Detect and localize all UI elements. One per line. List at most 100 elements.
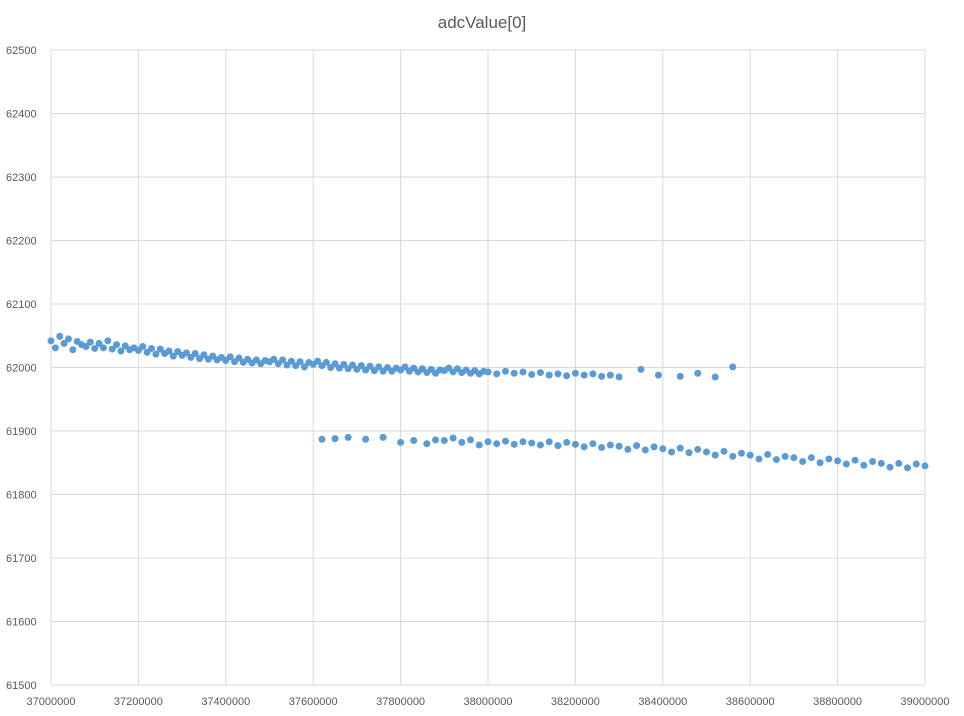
data-point (676, 372, 684, 380)
data-point (82, 343, 90, 351)
data-point (825, 455, 833, 463)
data-point (510, 440, 518, 448)
data-point (501, 367, 509, 375)
y-tick-label: 62500 (6, 45, 37, 57)
data-point (449, 434, 457, 442)
data-points (47, 332, 929, 472)
x-tick-label: 38800000 (813, 696, 862, 708)
y-tick-label: 61900 (6, 426, 37, 438)
data-point (764, 450, 772, 458)
data-point (362, 435, 370, 443)
data-point (694, 445, 702, 453)
data-point (235, 354, 243, 362)
data-point (746, 451, 754, 459)
data-point (99, 344, 107, 352)
data-point (349, 361, 357, 369)
x-tick-label: 37200000 (114, 696, 163, 708)
data-point (287, 357, 295, 365)
data-point (270, 355, 278, 363)
data-point (851, 456, 859, 464)
x-tick-label: 38400000 (638, 696, 687, 708)
data-point (484, 368, 492, 376)
data-point (641, 446, 649, 454)
data-point (571, 369, 579, 377)
data-point (869, 457, 877, 465)
data-point (69, 346, 77, 354)
data-point (314, 357, 322, 365)
data-point (91, 344, 99, 352)
data-point (589, 370, 597, 378)
data-point (493, 370, 501, 378)
data-point (755, 455, 763, 463)
data-point (279, 356, 287, 364)
data-point (165, 347, 173, 355)
y-tick-label: 62000 (6, 363, 37, 375)
data-point (904, 464, 912, 472)
data-point (860, 461, 868, 469)
data-point (423, 440, 431, 448)
data-point (375, 363, 383, 371)
data-point (64, 335, 72, 343)
data-point (589, 440, 597, 448)
data-point (598, 444, 606, 452)
data-point (156, 345, 164, 353)
data-point (458, 438, 466, 446)
data-point (650, 443, 658, 451)
data-point (104, 337, 112, 345)
data-point (501, 437, 509, 445)
data-point (606, 371, 614, 379)
data-point (895, 459, 903, 467)
data-point (685, 449, 693, 457)
data-point (563, 372, 571, 380)
data-point (357, 362, 365, 370)
data-point (711, 451, 719, 459)
data-point (379, 433, 387, 441)
y-tick-label: 61500 (6, 680, 37, 692)
data-point (877, 459, 885, 467)
data-point (528, 439, 536, 447)
data-point (200, 351, 208, 359)
data-point (580, 371, 588, 379)
x-tick-label: 37400000 (201, 696, 250, 708)
data-point (528, 370, 536, 378)
data-point (169, 352, 177, 360)
data-point (816, 459, 824, 467)
x-axis-tick-labels: 37000000 37200000 37400000 37600000 37800000… (27, 696, 950, 708)
data-point (615, 442, 623, 450)
y-tick-label: 62400 (6, 109, 37, 121)
data-point (720, 447, 728, 455)
data-point (410, 437, 418, 445)
data-point (729, 452, 737, 460)
data-point (598, 372, 606, 380)
data-point (536, 369, 544, 377)
data-point (554, 370, 562, 378)
data-point (344, 433, 352, 441)
y-axis-tick-labels: 62500 62400 62300 62200 62100 62000 61900 61800… (6, 45, 37, 692)
data-point (300, 363, 308, 371)
data-point (510, 369, 518, 377)
data-point (637, 365, 645, 373)
x-tick-label: 38000000 (464, 696, 513, 708)
data-point (694, 369, 702, 377)
data-point (493, 440, 501, 448)
data-point (440, 437, 448, 445)
data-point (152, 350, 160, 358)
data-point (633, 442, 641, 450)
x-tick-label: 38600000 (726, 696, 775, 708)
data-point (95, 339, 103, 347)
data-point (676, 444, 684, 452)
data-point (580, 443, 588, 451)
gridlines (50, 49, 926, 686)
data-point (659, 445, 667, 453)
data-point (834, 457, 842, 465)
data-point (781, 452, 789, 460)
data-point (737, 449, 745, 457)
data-point (554, 442, 562, 450)
x-tick-label: 39000000 (901, 696, 950, 708)
data-point (475, 441, 483, 449)
chart-title: adcValue[0] (437, 13, 527, 32)
data-point (86, 338, 94, 346)
data-point (340, 360, 348, 368)
data-point (545, 438, 553, 446)
